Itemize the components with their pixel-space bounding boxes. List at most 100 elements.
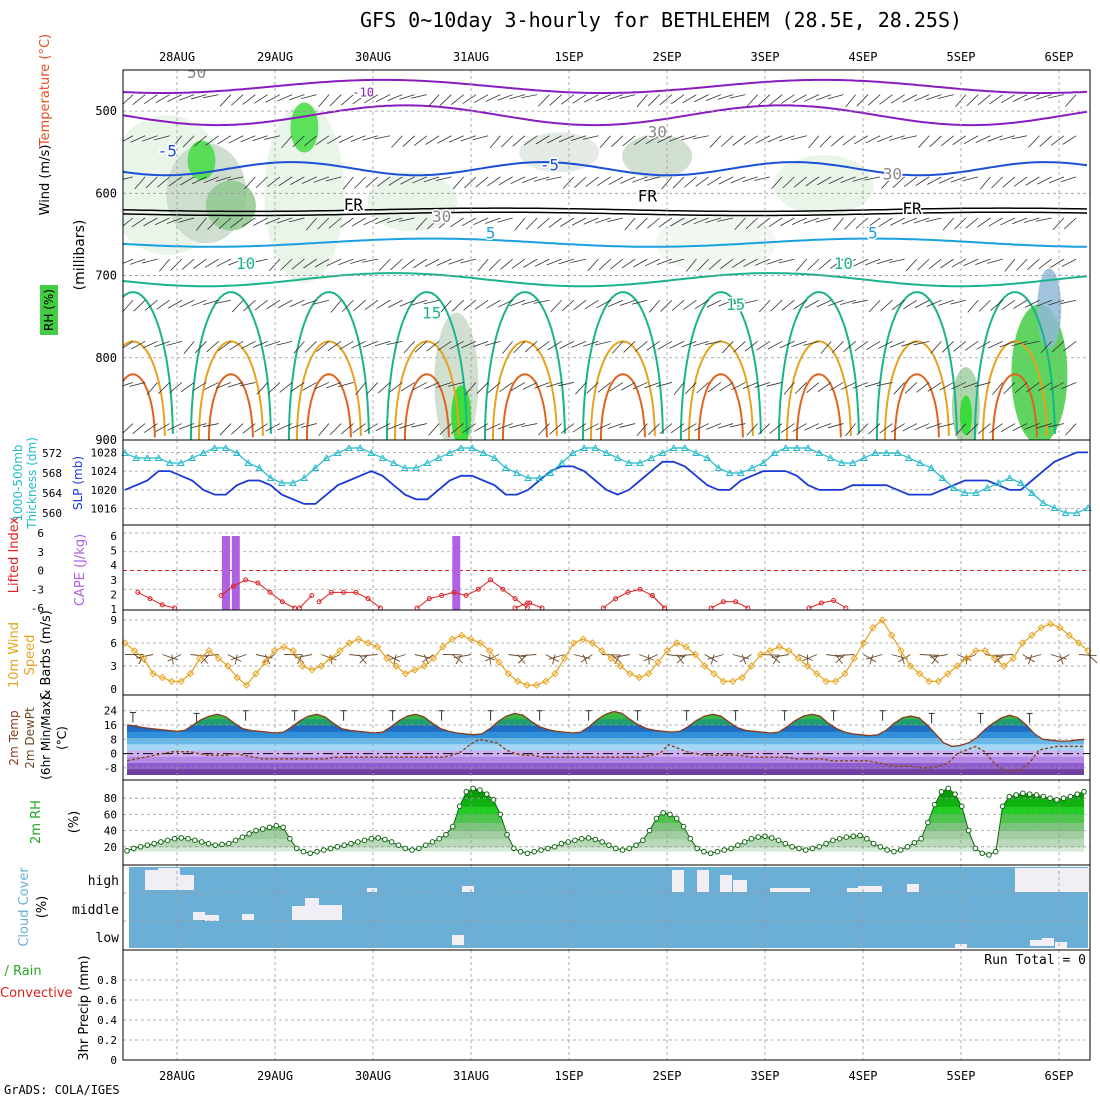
wind-barb	[364, 299, 379, 310]
wind-barb	[340, 94, 354, 106]
wind-barb	[206, 341, 219, 353]
wind-barb	[852, 299, 868, 304]
wind-barb	[987, 258, 1003, 264]
wind-barb	[990, 299, 1003, 311]
wind-speed-point	[757, 650, 765, 659]
wind-barb	[914, 94, 930, 102]
wind-barb	[180, 382, 195, 393]
wind-barb	[609, 382, 624, 392]
wind-barb	[791, 340, 807, 348]
wind-speed-point	[242, 681, 251, 689]
wind-barb	[890, 217, 905, 226]
temp-band	[127, 737, 1084, 745]
wind-barb	[1024, 299, 1040, 308]
wind-barb	[162, 654, 178, 661]
rh-point	[402, 845, 409, 852]
date-label-top: 5SEP	[947, 50, 976, 64]
wind-barb	[670, 423, 685, 434]
wind-barb	[352, 423, 366, 434]
thickness-point	[692, 448, 700, 456]
thickness-point	[457, 443, 465, 451]
rh-point	[782, 840, 789, 847]
wind-barb	[903, 176, 918, 187]
wind-barb	[1025, 176, 1040, 186]
rh-point	[226, 840, 232, 847]
wind-barb	[808, 135, 820, 149]
wind-barb	[707, 176, 722, 186]
wind-speed-point	[485, 646, 494, 655]
wind-barb	[145, 176, 158, 189]
temp-contour	[795, 373, 842, 440]
wind-barb	[815, 217, 832, 223]
wind-barb	[318, 423, 330, 437]
rh-point	[511, 845, 517, 852]
wind-barb	[190, 423, 207, 429]
rh-point	[891, 848, 897, 855]
contour-label: 5	[868, 224, 878, 243]
temp-contour	[679, 291, 762, 440]
wind-speed-point	[785, 646, 793, 655]
wind-barb	[243, 299, 256, 312]
wind-barb	[607, 94, 624, 101]
wind-barb	[502, 341, 513, 354]
ylabel-rh: RH (%)	[42, 289, 56, 331]
wind-barb	[388, 176, 403, 186]
wind-barb	[450, 94, 464, 106]
li-point	[512, 596, 518, 602]
wind-barb	[375, 423, 391, 432]
wind-barb	[498, 176, 513, 186]
wind-barb	[962, 176, 979, 182]
wind-barb	[509, 423, 526, 429]
wind-barb	[362, 135, 379, 141]
wind-barb	[792, 94, 807, 103]
wind-barb	[386, 217, 403, 224]
rh-point	[151, 840, 157, 847]
thickness-point	[367, 448, 376, 456]
rh-point	[259, 826, 266, 832]
wind-barb	[375, 217, 391, 225]
wind-speed-point	[663, 646, 671, 655]
rh-point	[185, 835, 191, 842]
wind-barb	[304, 135, 317, 147]
date-label-bottom: 31AUG	[453, 1069, 489, 1083]
rh-point	[952, 791, 958, 797]
wind-barb	[766, 258, 783, 265]
wind-barb	[755, 135, 771, 144]
thickness-point	[725, 468, 734, 476]
wind-barb	[926, 299, 942, 307]
rh-point	[904, 844, 911, 850]
wind-barb	[366, 382, 379, 395]
temp-contour	[123, 78, 1088, 94]
wind-barb	[890, 423, 905, 433]
li-point	[255, 580, 261, 586]
rh-tick: 40	[104, 825, 117, 838]
wind-barb	[938, 299, 954, 306]
contour-label: -5	[540, 155, 559, 174]
thickness-point	[759, 458, 768, 466]
rh-point	[979, 850, 985, 857]
wind-barb	[601, 654, 620, 656]
rh-point	[585, 835, 592, 841]
wind-barb	[1024, 94, 1040, 101]
wind-barb	[682, 423, 697, 433]
wind-barb	[131, 217, 146, 228]
dewpt-line	[126, 738, 1084, 773]
wind-barb	[387, 299, 403, 308]
rh-band	[127, 806, 1084, 815]
wind-barb	[856, 94, 869, 107]
wind-speed-point	[429, 654, 438, 663]
panel-frame	[122, 609, 1091, 696]
contour-label: 15	[726, 295, 745, 314]
wind-barb	[252, 135, 268, 142]
rh-point	[612, 845, 619, 852]
wind-speed-point	[1009, 654, 1017, 663]
temp-tick: 0	[110, 748, 117, 761]
wind-barb	[1012, 94, 1028, 103]
thickness-point	[625, 458, 633, 466]
wind-barb	[717, 217, 734, 222]
wind-barb	[928, 654, 939, 664]
temp-contour	[189, 291, 272, 440]
wind-barb	[745, 217, 758, 230]
wind-speed-point	[794, 654, 802, 663]
wind-barb	[574, 176, 587, 189]
